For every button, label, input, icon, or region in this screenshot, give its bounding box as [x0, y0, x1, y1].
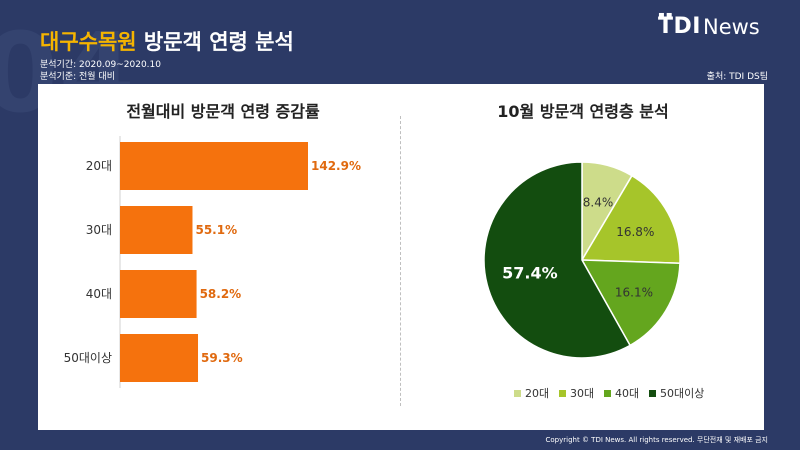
bar-category-label: 30대 — [86, 223, 112, 237]
logo-dots-icon: ▪▪ — [658, 10, 674, 21]
pie-value-label: 16.1% — [615, 286, 653, 300]
page-title-highlight: 대구수목원 — [40, 30, 137, 54]
legend-label: 30대 — [570, 387, 594, 400]
bar-30 — [120, 206, 193, 254]
pie-slice-50 — [483, 161, 632, 359]
analysis-basis: 분석기준: 전월 대비 — [40, 72, 115, 82]
tdi-news-logo: ▪▪ TDI News — [658, 10, 770, 46]
panel-divider — [400, 116, 401, 406]
legend-swatch-50 — [649, 390, 656, 397]
bar-category-label: 40대 — [86, 287, 112, 301]
pie-chart-title: 10월 방문객 연령층 분석 — [497, 102, 669, 121]
logo-tdi-text: TDI — [658, 14, 701, 39]
legend-label: 50대이상 — [660, 387, 704, 400]
legend-label: 40대 — [615, 387, 639, 400]
page-title-rest: 방문객 연령 분석 — [143, 30, 294, 54]
bar-value-label: 59.3% — [201, 351, 243, 365]
legend-swatch-20 — [514, 390, 521, 397]
pie-slice-40 — [580, 259, 681, 347]
pie-value-label: 8.4% — [583, 195, 614, 209]
bar-50 — [120, 334, 199, 382]
legend-label: 20대 — [525, 387, 549, 400]
bar-category-label: 20대 — [86, 159, 112, 173]
logo-news-text: News — [703, 15, 760, 39]
bar-chart: 20대 142.9% 30대 55.1% 40대 58.2% 50대이상 59.3% — [64, 136, 361, 388]
bar-chart-title: 전월대비 방문객 연령 증감률 — [126, 102, 320, 121]
page-title: 대구수목원 방문객 연령 분석 — [40, 26, 294, 56]
pie-slice-30 — [580, 174, 681, 265]
analysis-period: 분석기간: 2020.09~2020.10 — [40, 60, 161, 70]
chart-panel: 전월대비 방문객 연령 증감률 10월 방문객 연령층 분석 20대 142.9%… — [38, 84, 764, 430]
bar-20 — [120, 142, 308, 190]
bar-value-label: 55.1% — [195, 223, 237, 237]
bar-category-label: 50대이상 — [64, 351, 112, 365]
pie-chart: 8.4% 16.8% 16.1% 57.4% 20대 30대 40대 50대이상 — [483, 161, 704, 400]
bar-value-label: 142.9% — [311, 159, 361, 173]
copyright-footer: Copyright © TDI News. All rights reserve… — [545, 436, 768, 444]
source-label: 출처: TDI DS팀 — [706, 72, 768, 82]
bar-40 — [120, 270, 197, 318]
legend-swatch-30 — [559, 390, 566, 397]
legend-swatch-40 — [604, 390, 611, 397]
pie-value-label: 57.4% — [502, 264, 558, 283]
bar-value-label: 58.2% — [200, 287, 242, 301]
pie-value-label: 16.8% — [616, 225, 654, 239]
